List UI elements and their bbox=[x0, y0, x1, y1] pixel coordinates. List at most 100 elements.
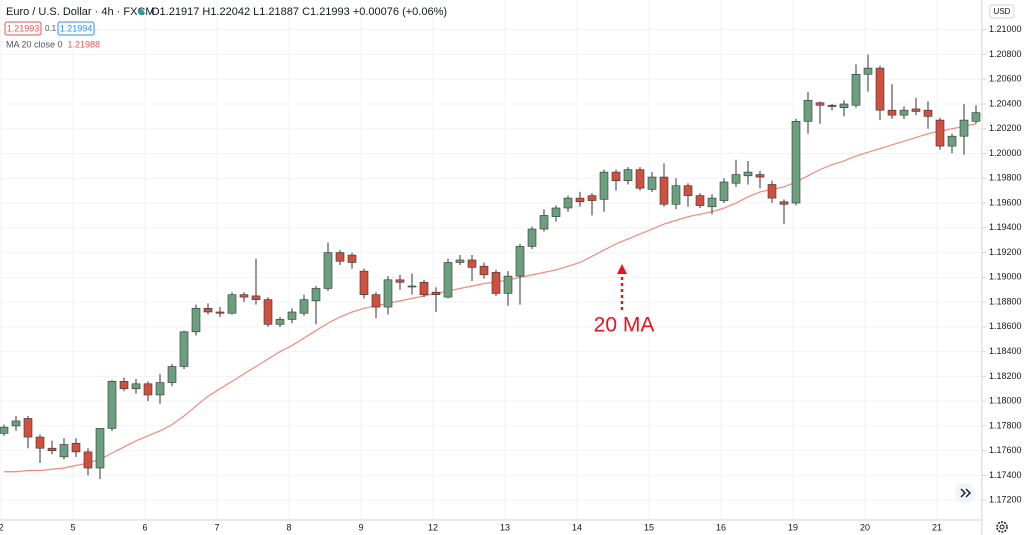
candle-body bbox=[947, 135, 957, 147]
candle-body bbox=[203, 307, 213, 313]
x-tick-label: 19 bbox=[788, 522, 798, 532]
candle-body bbox=[719, 181, 729, 201]
candle-body bbox=[11, 420, 21, 427]
candle-body bbox=[671, 185, 681, 205]
candle-body bbox=[971, 112, 981, 122]
y-tick-label: 1.19200 bbox=[989, 247, 1022, 257]
candle-body bbox=[323, 252, 333, 289]
moving-average-line bbox=[4, 123, 977, 473]
candle-body bbox=[695, 195, 705, 206]
y-tick-label: 1.17800 bbox=[989, 420, 1022, 430]
candle-body bbox=[263, 299, 273, 325]
x-tick-label: 5 bbox=[70, 522, 75, 532]
candle-body bbox=[167, 366, 177, 383]
candle-body bbox=[515, 246, 525, 277]
x-tick-label: 14 bbox=[572, 522, 582, 532]
y-tick-label: 1.17600 bbox=[989, 445, 1022, 455]
candle-body bbox=[635, 169, 645, 189]
candle-body bbox=[851, 73, 861, 106]
plot-area bbox=[0, 54, 981, 480]
candle-body bbox=[431, 291, 441, 295]
candle-body bbox=[839, 103, 849, 109]
candle-body bbox=[179, 331, 189, 367]
x-tick-label: 13 bbox=[500, 522, 510, 532]
candle-body bbox=[647, 176, 657, 190]
x-tick-label: 9 bbox=[358, 522, 363, 532]
candle-body bbox=[791, 121, 801, 204]
candle-body bbox=[95, 428, 105, 469]
candle-body bbox=[503, 275, 513, 294]
candle-body bbox=[71, 442, 81, 453]
y-tick-label: 1.19800 bbox=[989, 173, 1022, 183]
candle-body bbox=[419, 281, 429, 295]
y-tick-label: 1.18800 bbox=[989, 296, 1022, 306]
settings-gear[interactable] bbox=[996, 521, 1008, 533]
candle-body bbox=[611, 171, 621, 182]
y-tick-label: 1.18600 bbox=[989, 321, 1022, 331]
candle-body bbox=[0, 426, 9, 434]
candle-body bbox=[911, 108, 921, 112]
x-tick-label: 16 bbox=[716, 522, 726, 532]
candle-body bbox=[887, 109, 897, 116]
candle-body bbox=[479, 265, 489, 276]
candle-body bbox=[959, 119, 969, 137]
currency[interactable]: USD bbox=[994, 7, 1011, 16]
spread: 0.1 bbox=[45, 24, 57, 33]
candle-body bbox=[83, 451, 93, 469]
bid-price[interactable]: 1.21993 bbox=[7, 23, 40, 33]
currency-box[interactable] bbox=[989, 4, 1015, 19]
annotation: 20 MA bbox=[594, 314, 655, 337]
candle-body bbox=[251, 295, 261, 300]
y-tick-label: 1.20200 bbox=[989, 123, 1022, 133]
candle-body bbox=[107, 381, 117, 429]
ask-price[interactable]: 1.21994 bbox=[60, 23, 93, 33]
y-tick-label: 1.19400 bbox=[989, 222, 1022, 232]
candle-body bbox=[383, 279, 393, 308]
settings-gear-hub[interactable] bbox=[999, 524, 1005, 530]
market-status-dot bbox=[138, 9, 144, 15]
y-tick-label: 1.17200 bbox=[989, 495, 1022, 505]
y-tick-label: 1.19000 bbox=[989, 272, 1022, 282]
candle-body bbox=[527, 228, 537, 247]
candle-body bbox=[299, 299, 309, 314]
x-tick-label: 20 bbox=[860, 522, 870, 532]
indicator-name: MA 20 close 0 bbox=[6, 39, 63, 49]
sell-box[interactable] bbox=[4, 21, 42, 36]
candle-body bbox=[755, 174, 765, 178]
candle-body bbox=[35, 436, 45, 449]
candle-body bbox=[683, 185, 693, 196]
candle-body bbox=[131, 383, 141, 390]
candle-body bbox=[239, 294, 249, 298]
annotation-arrow-head bbox=[617, 264, 627, 274]
x-tick-label: 15 bbox=[644, 522, 654, 532]
candle-body bbox=[707, 197, 717, 208]
candle-body bbox=[815, 102, 825, 106]
candle-body bbox=[287, 311, 297, 320]
candle-body bbox=[23, 418, 33, 438]
y-tick-label: 1.21000 bbox=[989, 24, 1022, 34]
candle-body bbox=[563, 197, 573, 209]
candle-body bbox=[407, 285, 417, 288]
settings-button[interactable] bbox=[996, 521, 1008, 533]
candle-body bbox=[491, 272, 501, 294]
candle-body bbox=[359, 270, 369, 295]
scroll-icon[interactable] bbox=[960, 488, 966, 498]
annotation-arrow bbox=[617, 264, 627, 310]
y-tick-label: 1.20800 bbox=[989, 49, 1022, 59]
y-tick-label: 1.19600 bbox=[989, 197, 1022, 207]
grid bbox=[0, 0, 982, 520]
x-tick-label: 2 bbox=[0, 522, 4, 532]
candle-body bbox=[575, 197, 585, 203]
scroll-icon[interactable] bbox=[965, 488, 971, 498]
y-tick-label: 1.20400 bbox=[989, 98, 1022, 108]
scroll-to-latest-button[interactable] bbox=[955, 483, 975, 503]
candle-body bbox=[215, 311, 225, 314]
x-tick-label: 21 bbox=[932, 522, 942, 532]
candle-body bbox=[47, 447, 57, 451]
candle-body bbox=[803, 99, 813, 122]
candle-body bbox=[539, 215, 549, 230]
x-tick-label: 6 bbox=[142, 522, 147, 532]
candle-body bbox=[143, 383, 153, 396]
buy-box[interactable] bbox=[57, 21, 95, 36]
x-tick-label: 12 bbox=[428, 522, 438, 532]
